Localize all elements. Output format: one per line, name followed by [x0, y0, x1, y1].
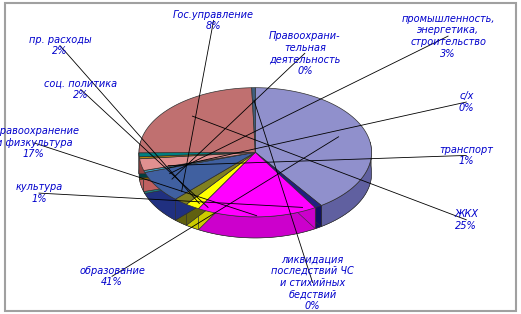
Polygon shape [315, 205, 321, 229]
Polygon shape [145, 172, 176, 220]
Polygon shape [145, 152, 255, 199]
Polygon shape [139, 152, 255, 157]
Polygon shape [139, 88, 255, 153]
Text: пр. расходы
2%: пр. расходы 2% [29, 35, 91, 56]
Polygon shape [187, 204, 199, 230]
Polygon shape [255, 152, 321, 208]
Text: ликвидация
последствий ЧС
и стихийных
бедствий
0%: ликвидация последствий ЧС и стихийных бе… [271, 254, 354, 311]
Polygon shape [140, 152, 255, 171]
Polygon shape [140, 159, 144, 192]
Polygon shape [144, 152, 255, 192]
Polygon shape [139, 152, 255, 174]
Polygon shape [199, 208, 315, 238]
Polygon shape [144, 152, 255, 172]
Polygon shape [140, 158, 371, 238]
Polygon shape [255, 152, 315, 229]
Polygon shape [187, 152, 255, 225]
Polygon shape [199, 152, 315, 217]
Polygon shape [176, 152, 255, 220]
Polygon shape [321, 142, 371, 226]
Text: транспорт
1%: транспорт 1% [439, 145, 493, 166]
Text: образование
41%: образование 41% [79, 266, 145, 287]
Text: соц. политика
2%: соц. политика 2% [44, 79, 117, 100]
Polygon shape [255, 152, 315, 229]
Polygon shape [176, 152, 255, 220]
Polygon shape [176, 199, 187, 225]
Polygon shape [145, 152, 255, 193]
Text: промышленность,
энергетика,
строительство
3%: промышленность, энергетика, строительств… [401, 14, 495, 58]
Polygon shape [255, 152, 321, 226]
Text: Правоохрани-
тельная
деятельность
0%: Правоохрани- тельная деятельность 0% [269, 31, 341, 76]
Polygon shape [139, 152, 255, 178]
Polygon shape [255, 88, 371, 205]
Polygon shape [255, 152, 321, 226]
Text: ЖКХ
25%: ЖКХ 25% [454, 209, 478, 230]
Polygon shape [176, 152, 255, 204]
Polygon shape [140, 152, 255, 180]
Polygon shape [139, 152, 255, 178]
Text: здравоохранение
и физкультура
17%: здравоохранение и физкультура 17% [0, 126, 79, 160]
Polygon shape [139, 141, 141, 174]
Text: культура
1%: культура 1% [16, 182, 63, 204]
Polygon shape [145, 152, 255, 193]
Polygon shape [139, 152, 255, 174]
Polygon shape [187, 152, 255, 208]
Polygon shape [144, 152, 255, 192]
Polygon shape [144, 171, 145, 193]
Text: с/х
0%: с/х 0% [458, 91, 474, 113]
Polygon shape [252, 88, 255, 152]
Polygon shape [199, 152, 255, 230]
Polygon shape [140, 152, 255, 180]
Text: Гос.управление
8%: Гос.управление 8% [173, 10, 254, 31]
Polygon shape [139, 152, 255, 159]
Polygon shape [187, 152, 255, 225]
Polygon shape [199, 152, 255, 230]
